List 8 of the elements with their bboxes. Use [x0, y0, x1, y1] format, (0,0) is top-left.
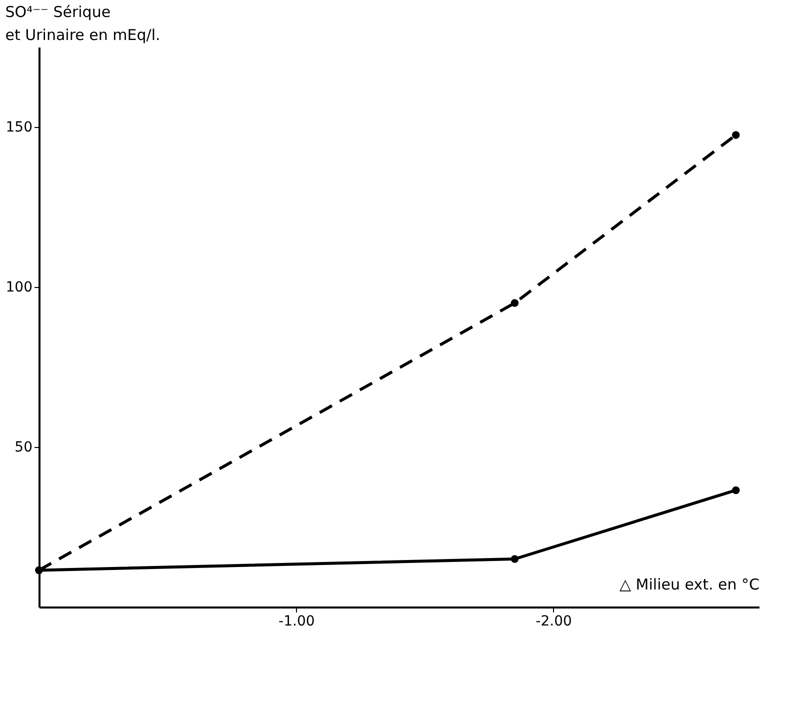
y-tick-label: 50 — [14, 440, 32, 456]
y-tick-label: 100 — [6, 280, 32, 296]
x-axis-title: △ Milieu ext. en °C — [620, 576, 760, 594]
x-tick-label: -1.00 — [278, 614, 315, 630]
x-tick-label: -2.00 — [536, 614, 572, 630]
chart-title: SO⁴⁻⁻ Sérique — [5, 3, 111, 21]
chart-subtitle: et Urinaire en mEq/l. — [5, 26, 160, 44]
y-tick-label: 150 — [6, 120, 32, 136]
